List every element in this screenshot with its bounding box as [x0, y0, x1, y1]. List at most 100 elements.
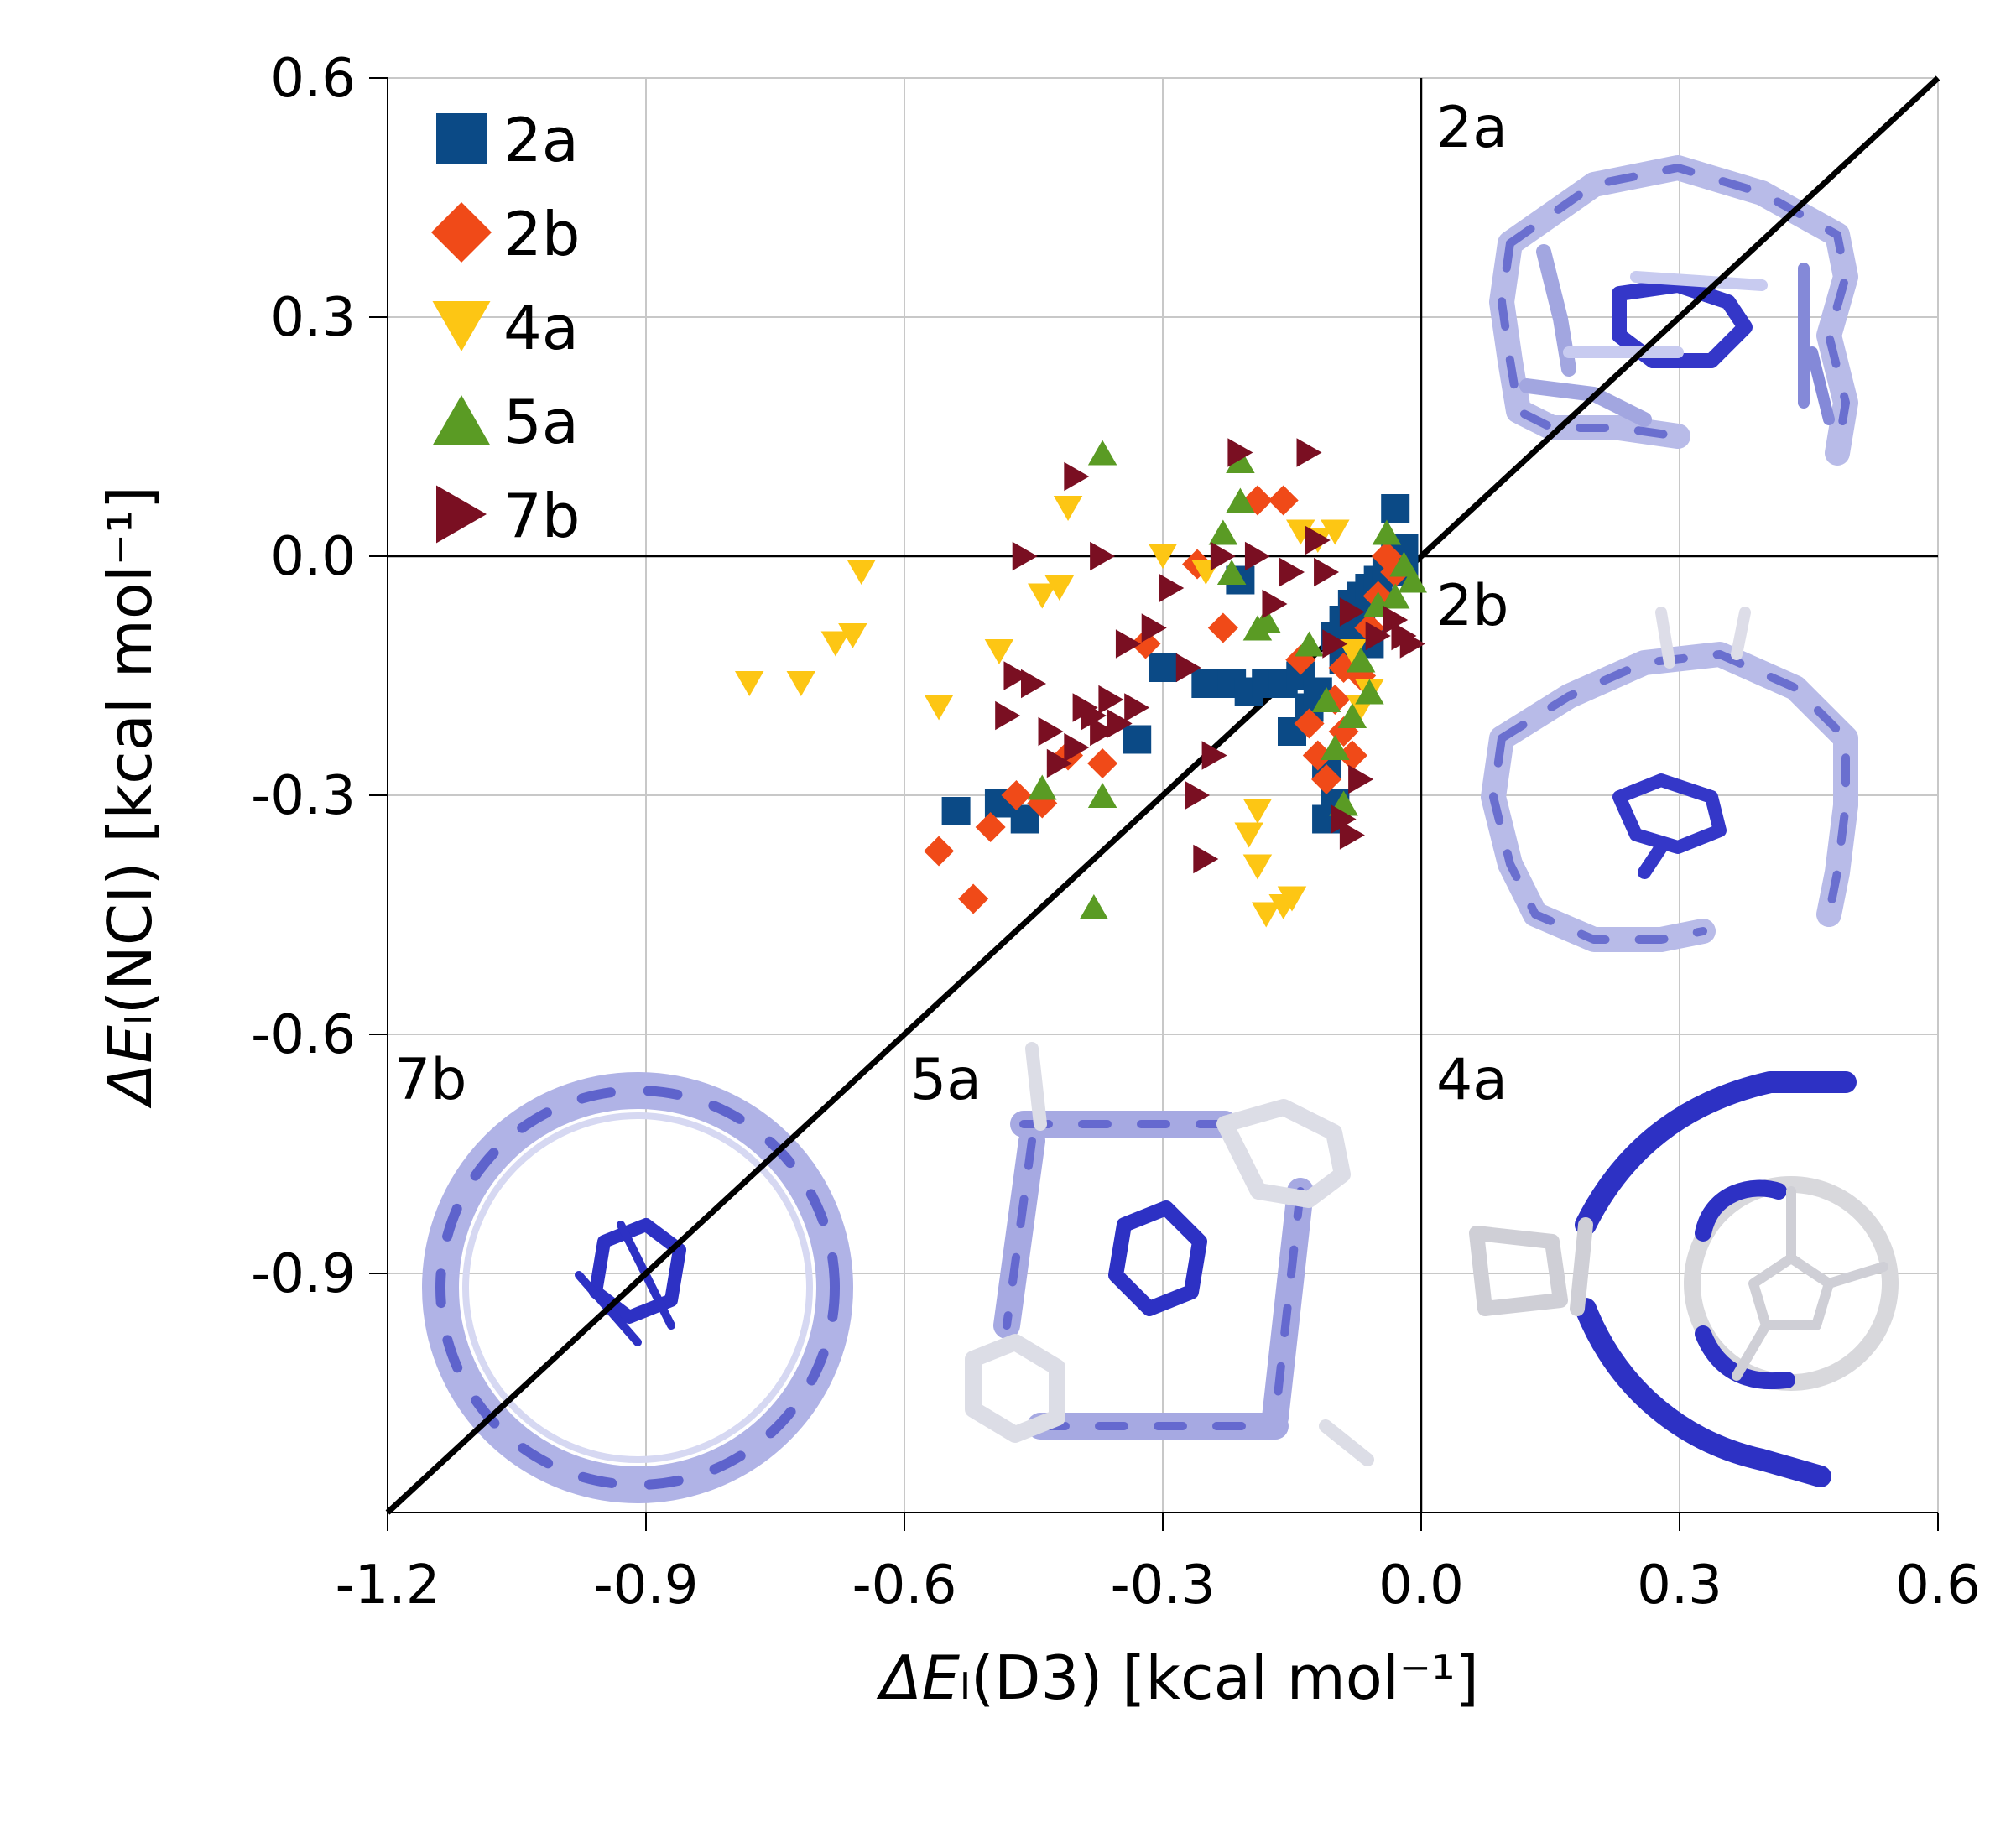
point-7b: [1339, 820, 1365, 850]
point-5a: [1380, 583, 1410, 609]
y-tick-label: 0.0: [270, 526, 356, 588]
point-5a: [1216, 560, 1247, 585]
point-4a: [1277, 886, 1307, 912]
point-2b: [1001, 780, 1032, 810]
point-2b: [1311, 764, 1342, 794]
point-7b: [1227, 438, 1253, 467]
point-7b: [1296, 438, 1322, 467]
x-axis-title: ΔEI(D3) [kcal mol⁻¹]: [876, 1643, 1479, 1713]
point-7b: [1021, 669, 1046, 699]
point-5a: [1337, 703, 1367, 728]
point-5a: [1226, 448, 1255, 473]
molecule-2a-image: [1489, 155, 1858, 466]
point-2b: [1336, 740, 1367, 771]
legend-marker-4a: [432, 301, 491, 351]
point-5a: [1087, 440, 1117, 466]
point-7b: [1090, 716, 1116, 747]
point-2a: [941, 797, 971, 825]
point-7b: [1314, 557, 1340, 587]
point-5a: [1311, 687, 1341, 712]
point-2a: [1381, 494, 1410, 523]
labels: -1.2 -0.9 -0.6 -0.3 0.0 0.3 0.6 0.6 0.3 0.0 -0.3 -0…: [95, 48, 1981, 1713]
point-7b: [1090, 541, 1116, 571]
point-7b: [995, 700, 1021, 731]
x-tick-label: -0.3: [1111, 1554, 1216, 1617]
point-4a: [1242, 854, 1273, 880]
legend-label-4a: 4a: [503, 293, 579, 363]
point-4a: [1251, 902, 1281, 928]
point-7b: [1046, 748, 1072, 778]
point-7b: [1064, 461, 1090, 492]
x-tick-label: 0.3: [1637, 1554, 1722, 1617]
point-7b: [1124, 693, 1150, 722]
molecule-2b-image: [1481, 607, 1858, 952]
point-2b: [924, 836, 955, 867]
point-4a: [734, 671, 764, 696]
point-7b: [1098, 685, 1124, 715]
point-4a: [786, 671, 816, 696]
point-5a: [1028, 774, 1057, 800]
point-7b: [1107, 709, 1133, 738]
point-7b: [1339, 597, 1365, 627]
point-7b: [1365, 621, 1391, 651]
point-7b: [1115, 629, 1141, 659]
point-7b: [1175, 653, 1201, 683]
point-5a: [1295, 631, 1324, 657]
point-7b: [1185, 780, 1211, 810]
molecule-4a-image: [1469, 1071, 1899, 1487]
point-7b: [1262, 589, 1288, 619]
point-4a: [1044, 575, 1075, 601]
point-4a: [847, 560, 876, 585]
legend: 2a 2b 4a 5a 7b: [431, 105, 581, 551]
legend-marker-5a: [432, 395, 491, 445]
point-7b: [1081, 700, 1107, 731]
point-5a: [1372, 519, 1402, 545]
point-4a: [1028, 583, 1057, 609]
point-4a: [1337, 639, 1367, 664]
point-7b: [1210, 541, 1236, 571]
legend-marker-2b: [431, 202, 492, 263]
point-4a: [1148, 544, 1178, 569]
point-7b: [1348, 764, 1374, 794]
legend-label-2b: 2b: [503, 199, 581, 269]
molecule-5a-image: [965, 1042, 1374, 1466]
y-tick-label: 0.3: [270, 287, 356, 349]
legend-label-2a: 2a: [503, 105, 579, 175]
point-2a: [1123, 725, 1152, 754]
point-7b: [1038, 716, 1064, 747]
point-2a: [1149, 653, 1177, 682]
point-2b: [1087, 748, 1118, 778]
point-7b: [1279, 557, 1305, 587]
point-4a: [838, 623, 867, 648]
legend-label-7b: 7b: [503, 481, 581, 551]
point-7b: [1003, 661, 1029, 690]
x-tick-label: 0.0: [1378, 1554, 1464, 1617]
point-7b: [1331, 804, 1357, 834]
y-tick-label: -0.9: [251, 1243, 356, 1305]
point-4a: [984, 639, 1014, 664]
point-4a: [1242, 799, 1273, 824]
legend-marker-7b: [436, 485, 487, 544]
x-tick-label: -1.2: [336, 1554, 440, 1617]
x-tick-label: -0.6: [852, 1554, 957, 1617]
point-2b: [975, 812, 1006, 842]
x-tick-label: 0.6: [1895, 1554, 1981, 1617]
molecule-insets: [422, 155, 1899, 1503]
y-tick-label: 0.6: [270, 48, 356, 110]
y-tick-label: -0.6: [251, 1004, 356, 1066]
panel-label-5a: 5a: [910, 1047, 982, 1113]
point-2b: [1268, 485, 1299, 516]
point-5a: [1251, 607, 1281, 633]
point-5a: [1321, 735, 1350, 760]
y-tick-label: -0.3: [251, 765, 356, 827]
point-2b: [958, 883, 989, 914]
point-5a: [1079, 894, 1109, 919]
legend-marker-2a: [436, 113, 487, 164]
point-5a: [1087, 783, 1117, 808]
point-2a: [1191, 669, 1221, 698]
point-5a: [1398, 567, 1427, 593]
point-2b: [1294, 708, 1325, 739]
data-points: [734, 438, 1427, 928]
point-4a: [1053, 496, 1083, 521]
